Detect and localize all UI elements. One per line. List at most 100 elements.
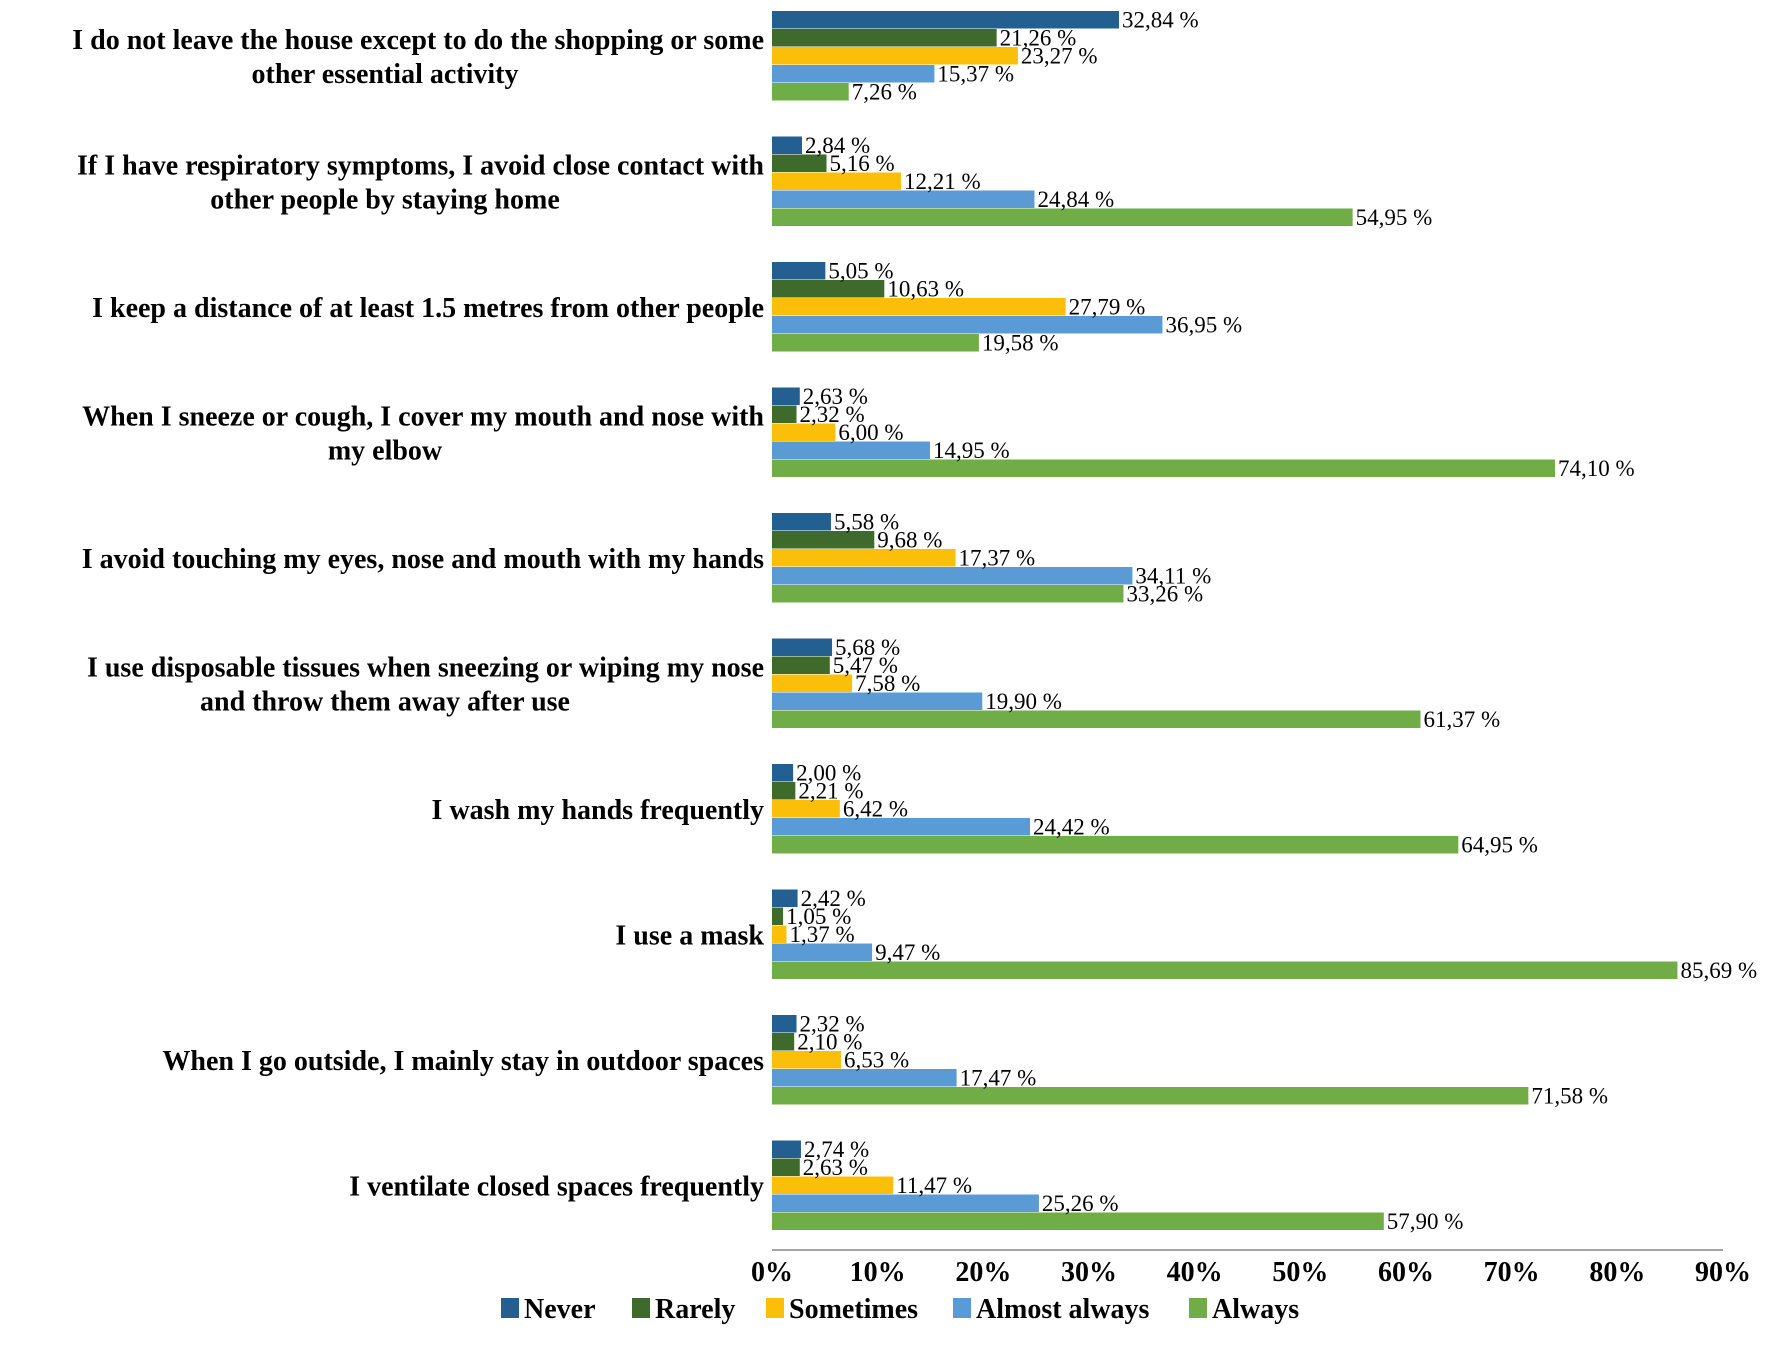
bar-never-1 bbox=[772, 136, 803, 154]
data-label: 85,69 % bbox=[1680, 958, 1757, 983]
bar-rarely-3 bbox=[772, 405, 797, 423]
data-label: 1,05 % bbox=[786, 904, 851, 929]
data-label: 64,95 % bbox=[1461, 833, 1538, 858]
data-label: 54,95 % bbox=[1356, 205, 1433, 230]
bars-layer bbox=[772, 11, 1678, 1230]
category-label: I do not leave the house except to do th… bbox=[72, 25, 764, 56]
bar-almost-always-0 bbox=[772, 65, 935, 83]
bar-almost-always-3 bbox=[772, 441, 930, 459]
data-label: 17,37 % bbox=[959, 546, 1036, 571]
bar-never-4 bbox=[772, 513, 831, 531]
data-label: 19,58 % bbox=[982, 331, 1059, 356]
data-label: 2,10 % bbox=[797, 1030, 862, 1055]
bar-never-5 bbox=[772, 638, 833, 656]
data-label: 19,90 % bbox=[985, 689, 1062, 714]
bar-always-2 bbox=[772, 334, 979, 352]
bar-sometimes-1 bbox=[772, 172, 902, 190]
bar-sometimes-9 bbox=[772, 1176, 894, 1194]
bar-always-3 bbox=[772, 459, 1555, 477]
bar-always-4 bbox=[772, 585, 1124, 603]
legend-swatch-rarely bbox=[632, 1298, 650, 1318]
bar-rarely-5 bbox=[772, 656, 830, 674]
data-label: 9,68 % bbox=[877, 528, 942, 553]
x-tick-label: 10% bbox=[850, 1257, 906, 1288]
data-label: 7,58 % bbox=[855, 671, 920, 696]
bar-almost-always-6 bbox=[772, 818, 1031, 836]
data-label: 2,63 % bbox=[803, 384, 868, 409]
data-label: 5,47 % bbox=[833, 653, 898, 678]
x-tick-label: 90% bbox=[1695, 1257, 1751, 1288]
bar-rarely-9 bbox=[772, 1158, 800, 1176]
category-label: I ventilate closed spaces frequently bbox=[349, 1172, 764, 1203]
legend-entry: Rarely bbox=[655, 1294, 735, 1325]
bar-never-3 bbox=[772, 387, 800, 405]
data-label: 9,47 % bbox=[875, 940, 940, 965]
data-label: 34,11 % bbox=[1135, 564, 1211, 589]
data-label: 11,47 % bbox=[896, 1173, 972, 1198]
x-tick-label: 20% bbox=[955, 1257, 1011, 1288]
bar-almost-always-2 bbox=[772, 316, 1163, 334]
data-label: 1,37 % bbox=[789, 922, 854, 947]
x-tick-label: 40% bbox=[1167, 1257, 1223, 1288]
bar-almost-always-7 bbox=[772, 943, 873, 961]
bar-sometimes-4 bbox=[772, 549, 956, 567]
bar-never-9 bbox=[772, 1140, 801, 1158]
legend-swatch-almost-always bbox=[953, 1298, 971, 1318]
bar-sometimes-8 bbox=[772, 1051, 842, 1069]
bar-sometimes-2 bbox=[772, 298, 1066, 316]
data-label: 2,42 % bbox=[801, 886, 866, 911]
bar-sometimes-7 bbox=[772, 925, 787, 943]
bar-always-1 bbox=[772, 208, 1353, 226]
x-tick-label: 0% bbox=[751, 1257, 793, 1288]
bar-always-9 bbox=[772, 1212, 1384, 1230]
data-label: 27,79 % bbox=[1069, 295, 1146, 320]
legend-entry: Sometimes bbox=[789, 1294, 918, 1325]
data-label: 57,90 % bbox=[1387, 1209, 1464, 1234]
data-label: 61,37 % bbox=[1423, 707, 1500, 732]
data-labels-layer: 32,84 % 21,26 %23,27 % 15,37 % 7,26 % 2,84 %… bbox=[786, 8, 1757, 1235]
bar-always-5 bbox=[772, 710, 1421, 728]
category-label: other essential activity bbox=[252, 59, 519, 90]
category-label: I keep a distance of at least 1.5 metres… bbox=[92, 293, 764, 324]
category-label: I wash my hands frequently bbox=[432, 795, 764, 826]
bar-never-2 bbox=[772, 262, 826, 280]
data-label: 2,74 % bbox=[804, 1137, 869, 1162]
data-label: 5,16 % bbox=[830, 151, 895, 176]
bar-sometimes-6 bbox=[772, 800, 840, 818]
bar-sometimes-5 bbox=[772, 674, 853, 692]
data-label: 21,26 % bbox=[1000, 26, 1077, 51]
category-label: and throw them away after use bbox=[200, 687, 570, 718]
legend-swatch-never bbox=[501, 1298, 519, 1318]
category-label: I avoid touching my eyes, nose and mouth… bbox=[82, 544, 764, 575]
data-label: 6,00 % bbox=[838, 420, 903, 445]
data-label: 15,37 % bbox=[937, 62, 1014, 87]
category-label: I use disposable tissues when sneezing o… bbox=[87, 653, 764, 684]
x-tick-label: 70% bbox=[1484, 1257, 1540, 1288]
data-label: 25,26 % bbox=[1042, 1191, 1119, 1216]
bar-almost-always-1 bbox=[772, 190, 1035, 208]
data-label: 2,00 % bbox=[796, 761, 861, 786]
data-label: 5,68 % bbox=[835, 635, 900, 660]
data-label: 2,32 % bbox=[800, 1012, 865, 1037]
category-label: my elbow bbox=[328, 436, 443, 467]
x-tick-label: 30% bbox=[1061, 1257, 1117, 1288]
data-label: 33,26 % bbox=[1126, 582, 1203, 607]
bar-sometimes-0 bbox=[772, 47, 1018, 65]
data-label: 10,63 % bbox=[887, 277, 964, 302]
category-label: When I go outside, I mainly stay in outd… bbox=[162, 1046, 764, 1077]
bar-sometimes-3 bbox=[772, 423, 836, 441]
data-label: 6,42 % bbox=[843, 797, 908, 822]
data-label: 6,53 % bbox=[844, 1048, 909, 1073]
data-label: 23,27 % bbox=[1021, 44, 1098, 69]
data-label: 5,05 % bbox=[828, 259, 893, 284]
legend-entry: Always bbox=[1212, 1294, 1299, 1325]
legend: Never Rarely Sometimes Almost always Always bbox=[501, 1294, 1299, 1325]
data-label: 24,42 % bbox=[1033, 815, 1110, 840]
category-label: When I sneeze or cough, I cover my mouth… bbox=[82, 402, 764, 433]
bar-rarely-8 bbox=[772, 1033, 795, 1051]
category-label: I use a mask bbox=[615, 921, 764, 952]
bar-rarely-4 bbox=[772, 531, 875, 549]
data-label: 71,58 % bbox=[1531, 1084, 1608, 1109]
